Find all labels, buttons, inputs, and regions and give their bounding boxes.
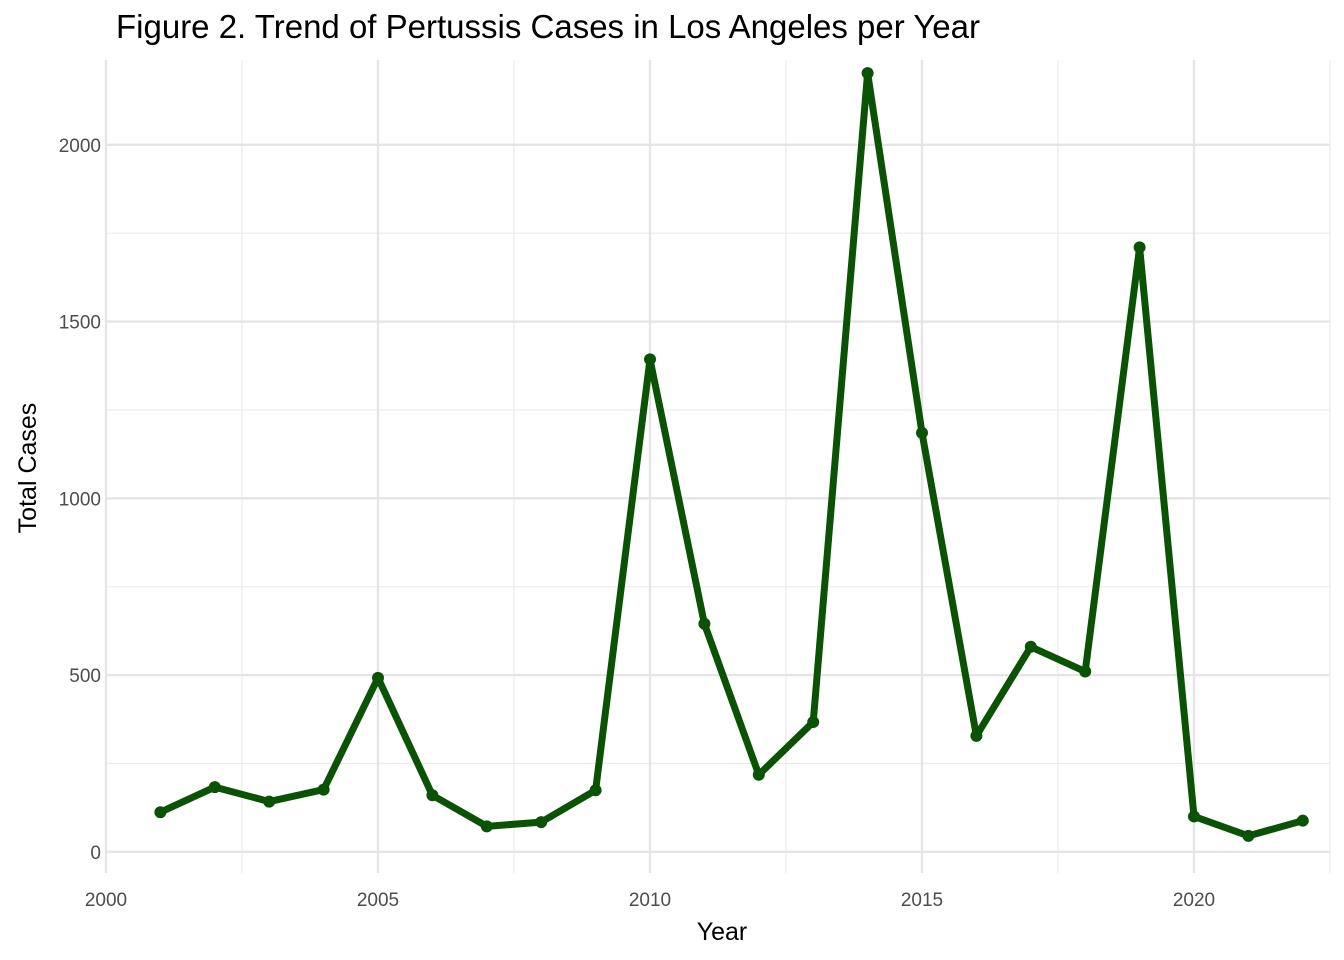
x-tick-label: 2010 [629,890,671,911]
data-point [807,716,820,729]
data-point [480,820,493,833]
point-layer [154,67,1309,842]
data-point [1242,829,1255,842]
data-point [535,816,548,829]
x-axis-title: Year [697,918,748,946]
data-point [916,426,928,439]
x-tick-label: 2015 [901,890,943,911]
y-tick-label: 1000 [59,489,101,510]
x-tick-labels: 2000 2005 2010 2015 2020 [85,890,1215,911]
y-axis-title: Total Cases [14,403,42,534]
minor-gridlines [106,60,1331,873]
y-tick-labels: 0 500 1000 1500 2000 [59,136,101,864]
data-point [861,67,874,80]
data-point [208,781,221,794]
data-point [317,783,330,796]
data-point [970,729,983,742]
data-point [1296,814,1309,827]
x-tick-label: 2000 [85,890,127,911]
x-tick-label: 2005 [357,890,399,911]
y-tick-label: 0 [90,843,101,864]
chart-title: Figure 2. Trend of Pertussis Cases in Lo… [116,8,980,45]
data-point [1079,665,1092,678]
y-tick-label: 500 [69,666,101,687]
x-tick-label: 2020 [1173,890,1215,911]
series-line [156,69,1307,840]
data-point [372,671,384,684]
y-tick-label: 1500 [59,313,101,334]
data-point [752,768,765,781]
data-point [426,789,439,802]
data-point [644,353,656,366]
data-point [1188,810,1200,823]
data-point [1133,241,1146,254]
data-point [1024,640,1037,653]
data-point [698,617,711,630]
data-point [589,784,602,797]
data-point [263,795,276,808]
major-gridlines [104,60,1330,873]
series-layer [156,69,1307,840]
data-point [154,806,167,819]
y-tick-label: 2000 [59,136,101,157]
